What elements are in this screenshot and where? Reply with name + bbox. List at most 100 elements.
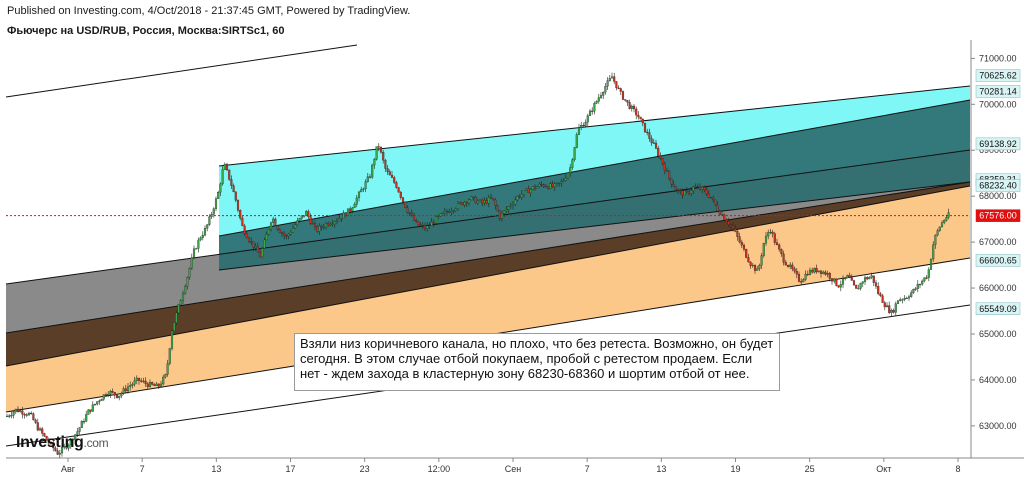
- candle-body: [848, 275, 851, 278]
- candle-body: [474, 197, 477, 204]
- candle-body: [318, 225, 321, 232]
- candle-body: [41, 428, 44, 434]
- candle-body: [168, 348, 171, 364]
- price-level-marker: [975, 137, 1021, 151]
- candle-body: [940, 222, 944, 228]
- candle-body: [184, 286, 187, 294]
- candle-body: [883, 302, 886, 308]
- y-tick-label: 65000.00: [979, 329, 1017, 339]
- candle-body: [676, 189, 680, 191]
- candle-body: [709, 197, 713, 199]
- price-level-marker: [975, 69, 1021, 82]
- candle-body: [298, 218, 301, 221]
- candle-body: [624, 99, 627, 101]
- candle-body: [153, 384, 156, 386]
- candle-body: [749, 261, 752, 266]
- candle-body: [236, 200, 240, 211]
- candle-body: [38, 428, 42, 431]
- orange-channel-zone: [6, 186, 970, 412]
- price-level-label: 70625.62: [979, 71, 1017, 81]
- candle-body: [868, 277, 871, 280]
- candle-body: [311, 223, 314, 225]
- candle-body: [16, 408, 20, 413]
- candle-body: [648, 132, 651, 139]
- candle-body: [775, 242, 779, 246]
- candle-body: [782, 253, 785, 263]
- candle-body: [371, 164, 374, 178]
- candle-body: [824, 271, 827, 275]
- candle-body: [164, 374, 167, 378]
- y-axis-ticks: 71000.00 70000.00 69000.00 68000.00 67000.00…: [971, 53, 1017, 431]
- candle-body: [703, 187, 706, 191]
- candle-body: [769, 231, 772, 234]
- candle-body: [289, 232, 292, 235]
- candle-body: [575, 134, 578, 148]
- channel-zones: [6, 86, 970, 412]
- candle-body: [547, 186, 550, 189]
- candle-body: [109, 391, 112, 395]
- candle-body: [914, 288, 917, 290]
- candle-body: [945, 217, 948, 221]
- candle-body: [93, 403, 97, 406]
- published-info: Published on Investing.com, 4/Oct/2018 -…: [7, 5, 411, 17]
- candle-body: [817, 270, 820, 273]
- candle-body: [278, 229, 281, 233]
- candle-body: [382, 152, 385, 161]
- candle-body: [448, 211, 451, 213]
- candles: [5, 72, 950, 458]
- channel-lines: [5, 44, 971, 447]
- candle-body: [272, 218, 275, 223]
- y-tick-label: 68000.00: [979, 191, 1017, 201]
- candle-body: [186, 277, 189, 287]
- channel-line-cyan-top: [218, 85, 971, 167]
- candle-body: [459, 202, 462, 204]
- y-tick-label: 63000.00: [979, 421, 1017, 431]
- candle-body: [844, 277, 847, 280]
- candle-body: [373, 159, 376, 166]
- candle-body: [258, 251, 262, 258]
- candle-body: [934, 234, 937, 245]
- candle-body: [610, 76, 614, 79]
- candle-body: [804, 273, 807, 280]
- candle-body: [932, 244, 935, 260]
- candle-body: [397, 187, 400, 193]
- candle-body: [467, 199, 471, 204]
- logo-suffix: .com: [83, 436, 109, 450]
- candle-body: [124, 388, 127, 392]
- candle-body: [142, 380, 145, 382]
- y-tick-label: 67000.00: [979, 237, 1017, 247]
- candle-body: [23, 414, 26, 416]
- candle-body: [404, 201, 407, 208]
- candle-body: [137, 377, 141, 381]
- candle-body: [899, 299, 902, 301]
- candle-body: [135, 377, 138, 381]
- annotation-note: Взяли низ коричневого канала, но плохо, …: [294, 333, 780, 391]
- x-tick-label: 19: [730, 464, 740, 474]
- candle-body: [551, 183, 554, 188]
- x-tick-label: Окт: [876, 464, 891, 474]
- candle-body: [870, 275, 873, 278]
- candle-body: [813, 268, 816, 273]
- candle-body: [98, 400, 101, 402]
- candle-body: [208, 216, 211, 225]
- candle-body: [577, 127, 581, 135]
- candle-body: [811, 269, 814, 273]
- candle-body: [441, 212, 444, 214]
- candle-body: [71, 438, 75, 441]
- y-tick-label: 69000.00: [979, 145, 1017, 155]
- candle-body: [129, 385, 132, 387]
- candle-body: [650, 138, 653, 143]
- candle-body: [36, 422, 39, 431]
- candle-body: [78, 427, 81, 432]
- x-tick-label: 25: [805, 464, 815, 474]
- candle-body: [175, 312, 178, 323]
- candle-body: [76, 431, 79, 435]
- candle-body: [100, 399, 103, 401]
- candle-body: [797, 274, 801, 282]
- candle-body: [916, 284, 919, 289]
- candle-body: [918, 284, 922, 286]
- candle-body: [562, 180, 565, 182]
- candle-body: [157, 383, 160, 387]
- candle-body: [122, 388, 125, 394]
